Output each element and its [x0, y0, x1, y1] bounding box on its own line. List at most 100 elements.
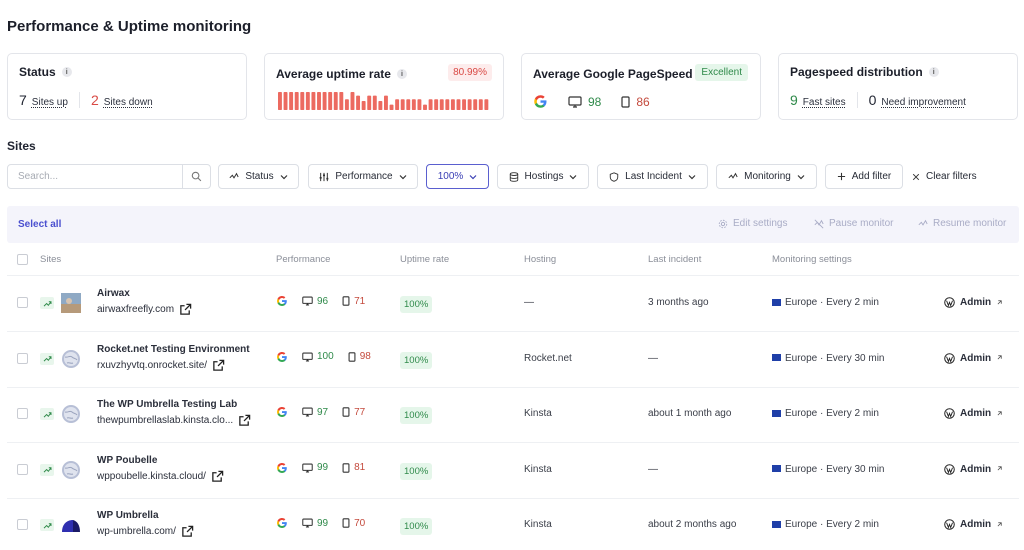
site-url[interactable]: rxuvzhyvtq.onrocket.site/: [97, 359, 208, 371]
table-row[interactable]: Airwax airwaxfreefly.com 96 71 100%: [0, 0, 1024, 332]
search-input[interactable]: [8, 171, 183, 182]
uptime-bar[interactable]: [423, 104, 427, 110]
uptime-bar[interactable]: [473, 99, 478, 110]
external-link-icon[interactable]: [212, 359, 225, 372]
uptime-bar[interactable]: [406, 99, 411, 110]
table-row[interactable]: WP Poubelle wppoubelle.kinsta.cloud/ 99 …: [0, 0, 1024, 499]
uptime-bar[interactable]: [378, 101, 383, 110]
table-row[interactable]: Rocket.net Testing Environment rxuvzhyvt…: [0, 0, 1024, 388]
uptime-bar[interactable]: [350, 92, 355, 110]
percent-select[interactable]: 100%: [426, 164, 489, 189]
table-row[interactable]: The WP Umbrella Testing Lab thewpumbrell…: [0, 0, 1024, 443]
admin-link[interactable]: Admin: [944, 297, 1002, 308]
uptime-bar[interactable]: [434, 99, 439, 110]
performance-filter-button[interactable]: Performance: [308, 164, 418, 189]
uptime-bar[interactable]: [344, 99, 349, 110]
site-url[interactable]: wp-umbrella.com/: [97, 526, 176, 537]
admin-link[interactable]: Admin: [944, 519, 1002, 530]
uptime-bar[interactable]: [411, 99, 416, 110]
external-link-icon[interactable]: [179, 303, 192, 316]
uptime-bar[interactable]: [328, 92, 333, 110]
column-header-monitoring-settings[interactable]: Monitoring settings: [772, 254, 852, 265]
row-checkbox[interactable]: [17, 297, 28, 308]
external-link-icon: [997, 521, 1002, 526]
row-checkbox[interactable]: [17, 463, 28, 475]
add-filter-button[interactable]: Add filter: [825, 164, 903, 189]
uptime-bar[interactable]: [322, 92, 327, 110]
site-name[interactable]: WP Poubelle: [97, 454, 158, 466]
column-header-hosting[interactable]: Hosting: [524, 254, 557, 265]
info-icon[interactable]: i: [61, 67, 72, 77]
admin-link[interactable]: Admin: [944, 408, 1002, 419]
uptime-bar[interactable]: [450, 99, 455, 110]
uptime-bar[interactable]: [445, 99, 450, 110]
eu-flag-icon: [772, 520, 781, 528]
uptime-bar[interactable]: [339, 92, 344, 110]
uptime-bar[interactable]: [294, 92, 299, 110]
row-checkbox[interactable]: [17, 408, 28, 419]
external-link-icon[interactable]: [181, 525, 194, 538]
uptime-bar[interactable]: [395, 99, 400, 110]
row-checkbox[interactable]: [17, 352, 28, 364]
admin-label: Admin: [960, 352, 992, 364]
uptime-bar[interactable]: [367, 95, 372, 110]
sites-down-link[interactable]: Sites down: [103, 97, 153, 108]
uptime-bar[interactable]: [333, 92, 338, 110]
admin-link[interactable]: Admin: [944, 464, 1002, 475]
site-name[interactable]: Airwax: [97, 288, 130, 299]
column-header-performance[interactable]: Performance: [276, 254, 331, 265]
info-icon[interactable]: i: [928, 67, 939, 77]
search-button[interactable]: [182, 165, 210, 188]
info-icon[interactable]: i: [396, 69, 407, 79]
select-all-button[interactable]: Select all: [18, 219, 62, 230]
site-url[interactable]: thewpumbrellaslab.kinsta.clo...: [97, 415, 234, 426]
select-all-checkbox[interactable]: [17, 254, 28, 265]
admin-label: Admin: [960, 463, 992, 475]
uptime-bar[interactable]: [356, 95, 361, 110]
uptime-bar[interactable]: [462, 99, 467, 110]
status-filter-button[interactable]: Status: [218, 164, 299, 189]
edit-settings-button[interactable]: Edit settings: [718, 218, 787, 229]
last-incident-filter-button[interactable]: Last Incident: [597, 164, 708, 189]
admin-link[interactable]: Admin: [944, 353, 1002, 364]
uptime-bar[interactable]: [289, 92, 294, 110]
clear-filters-button[interactable]: Clear filters: [912, 164, 977, 189]
uptime-bar[interactable]: [400, 99, 405, 110]
site-url[interactable]: wppoubelle.kinsta.cloud/: [97, 470, 206, 482]
site-url[interactable]: airwaxfreefly.com: [97, 304, 175, 315]
uptime-bar[interactable]: [372, 95, 377, 110]
column-header-sites[interactable]: Sites: [40, 254, 62, 265]
need-improvement-link[interactable]: Need improvement: [881, 97, 966, 108]
uptime-bar[interactable]: [311, 92, 316, 110]
uptime-bar[interactable]: [484, 99, 489, 110]
external-link-icon[interactable]: [238, 414, 251, 427]
uptime-bar[interactable]: [439, 99, 444, 110]
sites-up-link[interactable]: Sites up: [31, 97, 68, 108]
monitoring-filter-button[interactable]: Monitoring: [716, 164, 817, 189]
uptime-bar[interactable]: [283, 92, 288, 110]
uptime-bar[interactable]: [417, 99, 422, 110]
uptime-bar[interactable]: [278, 92, 282, 110]
uptime-bar[interactable]: [361, 101, 366, 110]
uptime-bar[interactable]: [389, 104, 394, 110]
hostings-filter-button[interactable]: Hostings: [497, 164, 589, 189]
uptime-bar[interactable]: [428, 99, 433, 110]
pause-monitor-button[interactable]: Pause monitor: [814, 218, 893, 229]
resume-monitor-button[interactable]: Resume monitor: [918, 218, 1006, 229]
column-header-last-incident[interactable]: Last incident: [648, 254, 702, 265]
uptime-bar[interactable]: [317, 92, 321, 110]
uptime-bar[interactable]: [384, 95, 388, 110]
external-link-icon[interactable]: [211, 470, 224, 483]
uptime-bar[interactable]: [300, 92, 305, 110]
uptime-bar[interactable]: [456, 99, 461, 110]
fast-sites-link[interactable]: Fast sites: [802, 97, 846, 108]
site-name[interactable]: The WP Umbrella Testing Lab: [97, 399, 238, 410]
uptime-bar[interactable]: [305, 92, 310, 110]
uptime-bar[interactable]: [467, 99, 472, 110]
site-name[interactable]: Rocket.net Testing Environment: [97, 343, 250, 355]
column-header-uptime-rate[interactable]: Uptime rate: [400, 254, 450, 265]
site-name[interactable]: WP Umbrella: [97, 510, 159, 521]
table-row[interactable]: WP Umbrella wp-umbrella.com/ 99 70: [0, 0, 1024, 537]
uptime-bar[interactable]: [478, 99, 483, 110]
row-checkbox[interactable]: [17, 519, 28, 530]
